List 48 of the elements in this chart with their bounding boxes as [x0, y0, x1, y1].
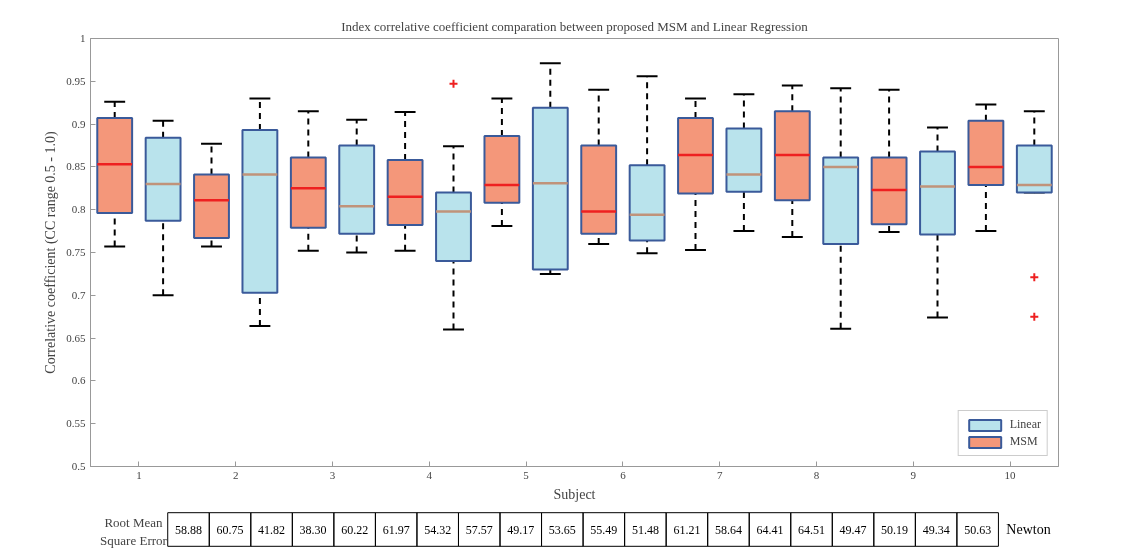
x-axis-title: Subject: [553, 486, 596, 502]
text: 55.49: [590, 522, 618, 537]
text: 50.19: [881, 522, 909, 537]
text: 58.88: [175, 522, 202, 537]
x-tick-label: 2: [232, 468, 239, 481]
text: 61.97: [382, 522, 410, 537]
text: 51.48: [631, 522, 659, 537]
y-tick-label: 0.75: [66, 246, 86, 258]
text: 61.21: [673, 522, 701, 537]
y-tick-label: 0.65: [66, 331, 86, 344]
text: 60.75: [216, 522, 244, 537]
y-tick-label: 0.85: [66, 160, 86, 173]
text: 57.57: [465, 522, 493, 537]
y-tick-label: 0.95: [66, 74, 86, 87]
x-tick-label: 7: [716, 468, 723, 481]
y-tick-label: 0.8: [71, 203, 86, 216]
text: 49.34: [922, 522, 950, 537]
text: 53.65: [548, 522, 576, 537]
x-tick-label: 4: [426, 468, 433, 481]
x-tick-label: 8: [813, 468, 820, 481]
x-tick-label: 6: [620, 468, 627, 481]
text: 64.51: [798, 522, 826, 537]
y-tick-label: 0.5: [71, 460, 86, 472]
y-tick-label: 0.6: [71, 374, 86, 387]
y-tick-label: 0.7: [71, 288, 86, 301]
x-tick-label: 1: [136, 468, 142, 481]
text: 58.64: [714, 522, 742, 537]
x-tick-label: 9: [910, 468, 917, 481]
y-tick-label: 0.55: [66, 417, 86, 430]
text: Newton: [1006, 522, 1051, 537]
text: 49.47: [839, 522, 867, 537]
legend-label: Linear: [1009, 417, 1041, 432]
y-tick-label: 0.9: [71, 117, 86, 130]
x-tick-label: 5: [523, 468, 530, 481]
y-tick-label: 1: [80, 32, 86, 44]
text: 54.32: [424, 522, 452, 537]
text: 49.17: [507, 522, 535, 537]
y-axis-title: Correlative coefficient (CC range 0.5 - 1.0): [43, 131, 60, 374]
legend-label: MSM: [1009, 434, 1038, 449]
x-tick-label: 3: [329, 468, 336, 481]
text: 38.30: [299, 522, 327, 537]
text: Root Mean Square Error: [100, 515, 168, 548]
text: 41.82: [258, 522, 286, 537]
chart-title: Index correlative coefficient comparation between proposed MSM and Linear Regression: [341, 18, 809, 34]
text: 50.63: [964, 522, 992, 537]
x-tick-label: 10: [1004, 468, 1017, 481]
text: 64.41: [756, 522, 784, 537]
text: 60.22: [341, 522, 369, 537]
